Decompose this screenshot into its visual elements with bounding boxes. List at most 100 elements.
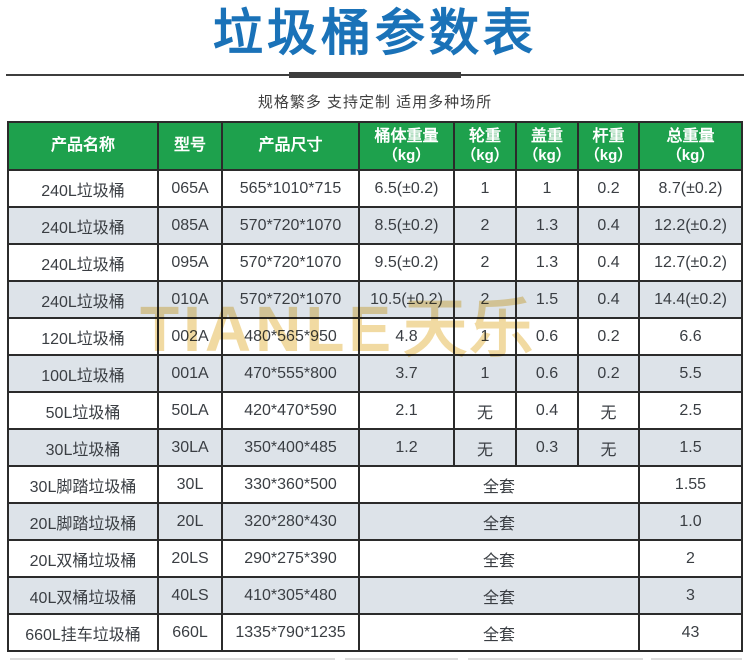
table-cell: 无 [453, 428, 517, 467]
table-cell: 30L脚踏垃圾桶 [7, 465, 159, 504]
table-cell: 无 [577, 391, 640, 430]
table-cell: 002A [157, 317, 223, 356]
column-header-dimensions: 产品尺寸 [221, 121, 360, 171]
table-cell: 6.5(±0.2) [358, 169, 455, 208]
column-header-product-name: 产品名称 [7, 121, 159, 171]
table-cell: 570*720*1070 [221, 280, 360, 319]
table-cell: 410*305*480 [221, 576, 360, 615]
table-cell: 8.5(±0.2) [358, 206, 455, 245]
table-cell: 420*470*590 [221, 391, 360, 430]
table-cell: 240L垃圾桶 [7, 243, 159, 282]
table-cell: 30L垃圾桶 [7, 428, 159, 467]
table-row: 40L双桶垃圾桶 40LS 410*305*480 全套 3 [7, 576, 743, 615]
spec-table: 产品名称 型号 产品尺寸 桶体重量 （kg） 轮重 （kg） 盖重 （kg） 杆重 （k… [7, 121, 743, 652]
table-cell: 2 [453, 243, 517, 282]
table-cell: 1.5 [515, 280, 579, 319]
table-row: 120L垃圾桶 002A 480*565*950 4.8 1 0.6 0.2 6… [7, 317, 743, 356]
table-cell: 240L垃圾桶 [7, 206, 159, 245]
table-cell: 30L [157, 465, 223, 504]
table-row: 660L挂车垃圾桶 660L 1335*790*1235 全套 43 [7, 613, 743, 652]
header-row: 产品名称 型号 产品尺寸 桶体重量 （kg） 轮重 （kg） 盖重 （kg） 杆重 （k… [7, 121, 743, 171]
table-cell: 290*275*390 [221, 539, 360, 578]
table-cell-merged-full-set: 全套 [358, 465, 640, 504]
header-unit: （kg） [461, 146, 509, 164]
table-cell: 1.0 [638, 502, 743, 541]
table-cell: 0.4 [577, 280, 640, 319]
table-cell: 0.2 [577, 354, 640, 393]
table-cell: 570*720*1070 [221, 243, 360, 282]
table-cell: 9.5(±0.2) [358, 243, 455, 282]
table-cell: 2 [453, 280, 517, 319]
table-cell: 3 [638, 576, 743, 615]
table-cell: 20L [157, 502, 223, 541]
header-unit: （kg） [382, 146, 431, 164]
table-cell: 1 [453, 169, 517, 208]
table-cell-merged-full-set: 全套 [358, 613, 640, 652]
table-cell: 50LA [157, 391, 223, 430]
table-cell-merged-full-set: 全套 [358, 576, 640, 615]
table-cell: 无 [577, 428, 640, 467]
table-cell: 2.5 [638, 391, 743, 430]
table-cell: 14.4(±0.2) [638, 280, 743, 319]
table-row: 20L脚踏垃圾桶 20L 320*280*430 全套 1.0 [7, 502, 743, 541]
table-cell: 350*400*485 [221, 428, 360, 467]
table-cell: 40L双桶垃圾桶 [7, 576, 159, 615]
table-row: 30L脚踏垃圾桶 30L 330*360*500 全套 1.55 [7, 465, 743, 504]
table-cell: 2.1 [358, 391, 455, 430]
table-cell: 001A [157, 354, 223, 393]
cut-off-segment [345, 658, 458, 660]
table-cell: 085A [157, 206, 223, 245]
table-row: 240L垃圾桶 065A 565*1010*715 6.5(±0.2) 1 1 … [7, 169, 743, 208]
table-cell: 065A [157, 169, 223, 208]
table-cell: 6.6 [638, 317, 743, 356]
title-divider [6, 72, 744, 78]
table-cell: 5.5 [638, 354, 743, 393]
table-cell: 0.6 [515, 317, 579, 356]
header-label: 型号 [173, 137, 206, 154]
table-row: 100L垃圾桶 001A 470*555*800 3.7 1 0.6 0.2 5… [7, 354, 743, 393]
table-cell-merged-full-set: 全套 [358, 539, 640, 578]
table-cell: 20L双桶垃圾桶 [7, 539, 159, 578]
cut-off-segment [468, 658, 643, 660]
table-cell: 1.3 [515, 243, 579, 282]
page-subtitle: 规格繁多 支持定制 适用多种场所 [257, 94, 493, 111]
table-cell: 1.3 [515, 206, 579, 245]
table-cell: 30LA [157, 428, 223, 467]
table-cell: 无 [453, 391, 517, 430]
table-cell: 660L挂车垃圾桶 [7, 613, 159, 652]
column-header-wheel-weight: 轮重 （kg） [453, 121, 517, 171]
table-cell: 240L垃圾桶 [7, 280, 159, 319]
column-header-total-weight: 总重量 （kg） [638, 121, 743, 171]
table-cell: 0.4 [515, 391, 579, 430]
table-cell: 12.2(±0.2) [638, 206, 743, 245]
table-cell: 0.2 [577, 169, 640, 208]
header-label: 盖重 [530, 127, 563, 145]
table-cell: 12.7(±0.2) [638, 243, 743, 282]
header-label: 产品尺寸 [258, 137, 323, 154]
table-cell: 1 [515, 169, 579, 208]
table-cell: 4.8 [358, 317, 455, 356]
page-title: 垃圾桶参数表 [213, 5, 537, 61]
table-cell: 320*280*430 [221, 502, 360, 541]
table-cell: 330*360*500 [221, 465, 360, 504]
column-header-lid-weight: 盖重 （kg） [515, 121, 579, 171]
table-cell: 3.7 [358, 354, 455, 393]
table-cell: 010A [157, 280, 223, 319]
table-cell: 10.5(±0.2) [358, 280, 455, 319]
column-header-model: 型号 [157, 121, 223, 171]
column-header-body-weight: 桶体重量 （kg） [358, 121, 455, 171]
table-row: 240L垃圾桶 095A 570*720*1070 9.5(±0.2) 2 1.… [7, 243, 743, 282]
table-cell-merged-full-set: 全套 [358, 502, 640, 541]
table-cell: 2 [453, 206, 517, 245]
table-cell: 660L [157, 613, 223, 652]
table-cell: 240L垃圾桶 [7, 169, 159, 208]
header-label: 轮重 [468, 127, 501, 145]
table-cell: 1.55 [638, 465, 743, 504]
table-cell: 570*720*1070 [221, 206, 360, 245]
header-unit: （kg） [523, 146, 571, 164]
column-header-rod-weight: 杆重 （kg） [577, 121, 640, 171]
table-row: 240L垃圾桶 010A 570*720*1070 10.5(±0.2) 2 1… [7, 280, 743, 319]
table-cell: 20L脚踏垃圾桶 [7, 502, 159, 541]
table-cell: 8.7(±0.2) [638, 169, 743, 208]
header-unit: （kg） [584, 146, 633, 164]
